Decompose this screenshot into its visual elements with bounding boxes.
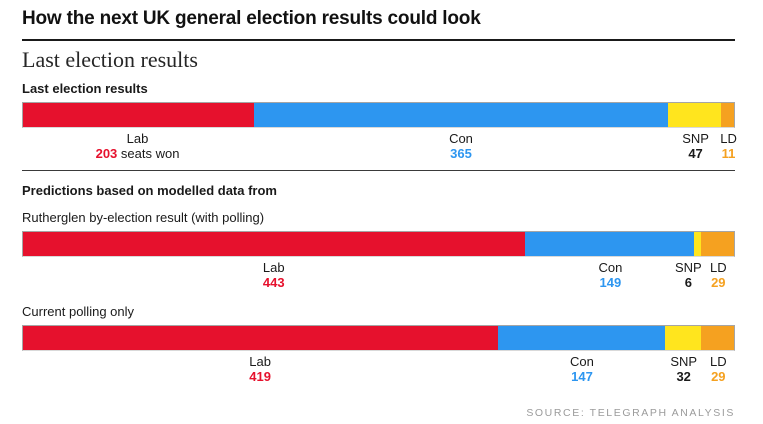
segment-label-con: Con 365: [449, 131, 473, 161]
party-name: LD: [710, 354, 727, 369]
bar-segment-ld: [701, 232, 734, 256]
segment-label-lab: Lab 203 seats won: [96, 131, 180, 161]
source-credit: SOURCE: TELEGRAPH ANALYSIS: [526, 407, 735, 419]
segment-label-ld: LD 29: [710, 260, 727, 290]
party-name: Lab: [126, 131, 149, 146]
segment-label-ld: LD 29: [710, 354, 727, 384]
party-name: Lab: [249, 354, 271, 369]
section-heading: Last election results: [22, 47, 198, 72]
seat-count-suffix: seats won: [117, 146, 180, 161]
bar-segment-ld: [721, 103, 734, 127]
segment-label-snp: SNP 47: [682, 131, 709, 161]
stacked-bar: [22, 325, 735, 351]
bar-labels: Lab 443 Con 149 SNP 6 LD 29: [22, 259, 735, 292]
page-title: How the next UK general election results…: [22, 8, 481, 29]
seat-count: 47: [688, 146, 703, 161]
seat-count: 203 seats won: [95, 146, 180, 161]
bar-segment-con: [525, 232, 695, 256]
chart-current-polling-prediction: Current polling only Lab 419 Con 147 SNP 32 LD 2…: [22, 304, 735, 386]
section-divider: [22, 170, 735, 171]
party-name: SNP: [675, 260, 702, 275]
party-name: LD: [720, 131, 737, 146]
bar-labels: Lab 203 seats won Con 365 SNP 47 LD 11: [22, 130, 737, 163]
seat-count: 6: [684, 275, 692, 290]
bar-segment-con: [498, 326, 665, 350]
segment-label-lab: Lab 443: [263, 260, 285, 290]
segment-label-con: Con 149: [598, 260, 622, 290]
party-name: LD: [710, 260, 727, 275]
predictions-heading: Predictions based on modelled data from: [22, 183, 277, 198]
bar-segment-snp: [664, 326, 702, 350]
seat-count: 147: [571, 369, 593, 384]
chart-title: Last election results: [22, 81, 148, 96]
chart-last-election-results: Last election results Lab 203 seats won Con…: [22, 81, 737, 163]
seat-count: 149: [599, 275, 622, 290]
stacked-bar: [22, 102, 735, 128]
seat-count: 443: [262, 275, 285, 290]
seat-count: 11: [721, 146, 736, 161]
seat-count: 29: [711, 275, 726, 290]
seat-count: 419: [249, 369, 271, 384]
chart-title: Rutherglen by-election result (with poll…: [22, 210, 265, 225]
chart-title: Current polling only: [22, 304, 135, 319]
segment-label-ld: LD 11: [720, 131, 737, 161]
party-name: SNP: [682, 131, 709, 146]
bar-segment-snp: [668, 103, 722, 127]
bar-segment-ld: [701, 326, 734, 350]
party-name: Lab: [262, 260, 285, 275]
segment-label-snp: SNP 32: [670, 354, 697, 384]
bar-segment-lab: [23, 326, 499, 350]
bar-segment-con: [253, 103, 669, 127]
party-name: Con: [570, 354, 594, 369]
party-name: SNP: [670, 354, 698, 369]
segment-label-lab: Lab 419: [249, 354, 271, 384]
chart-rutherglen-prediction: Rutherglen by-election result (with poll…: [22, 210, 735, 292]
seat-count: 29: [711, 369, 726, 384]
bar-segment-lab: [23, 232, 526, 256]
bar-segment-snp: [694, 232, 702, 256]
segment-label-con: Con 147: [570, 354, 594, 384]
segment-label-snp: SNP 6: [675, 260, 702, 290]
bar-labels: Lab 419 Con 147 SNP 32 LD 29: [22, 353, 735, 386]
seat-count: 365: [450, 146, 472, 161]
seat-count: 32: [676, 369, 691, 384]
party-name: Con: [449, 131, 473, 146]
stacked-bar: [22, 231, 735, 257]
bar-segment-lab: [23, 103, 254, 127]
title-divider: [22, 39, 735, 41]
party-name: Con: [598, 260, 623, 275]
